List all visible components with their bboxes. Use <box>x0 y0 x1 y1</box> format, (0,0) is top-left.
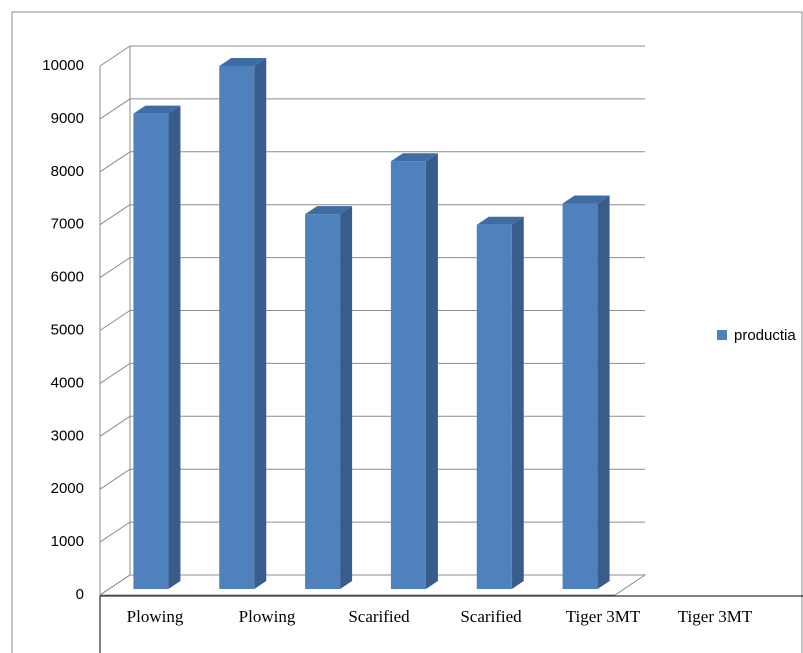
bar-side <box>597 195 610 590</box>
y-tick-label: 1000 <box>51 533 84 550</box>
bar-top <box>305 206 353 215</box>
y-tick-label: 10000 <box>42 57 84 74</box>
bar-top <box>219 58 267 66</box>
x-tick-label: Scarified <box>348 607 410 626</box>
grid-diagonal <box>99 257 131 279</box>
y-tick-label: 0 <box>76 586 84 603</box>
x-tick-label: Plowing <box>127 607 184 626</box>
bar-top <box>476 216 524 225</box>
y-tick-label: 2000 <box>51 480 84 497</box>
legend-label: productia <box>734 327 796 344</box>
chart-border <box>11 11 803 653</box>
grid-diagonal <box>99 310 131 331</box>
grid-diagonal <box>99 151 131 173</box>
grid-diagonal <box>99 574 131 596</box>
y-tick-label: 5000 <box>51 321 84 338</box>
bar <box>562 203 598 590</box>
legend-swatch <box>717 330 727 340</box>
bar-side <box>168 105 181 590</box>
bar <box>476 224 512 589</box>
grid-diagonal <box>99 468 131 490</box>
bar-side <box>340 206 353 589</box>
y-tick-label: 3000 <box>51 427 84 444</box>
grid-diagonal <box>99 204 131 226</box>
x-tick-label: Tiger 3MT <box>566 607 641 626</box>
bar-top <box>562 195 610 204</box>
x-tick-label: Tiger 3MT <box>678 607 753 626</box>
grid-diagonal <box>99 45 131 67</box>
y-tick-label: 8000 <box>51 163 84 180</box>
y-tick-label: 6000 <box>51 269 84 286</box>
bar <box>219 66 255 589</box>
bar <box>133 113 169 590</box>
bar <box>305 214 341 589</box>
bar <box>390 161 426 589</box>
bar-side <box>511 216 524 589</box>
grid-diagonal <box>99 521 131 543</box>
bar-side <box>254 58 267 589</box>
y-tick-label: 9000 <box>51 110 84 127</box>
x-tick-label: Scarified <box>460 607 522 626</box>
grid-diagonal <box>99 362 131 384</box>
y-tick-label: 7000 <box>51 216 84 233</box>
bar-top <box>390 153 438 162</box>
bar-side <box>425 153 438 589</box>
grid-diagonal <box>99 98 131 120</box>
grid-diagonal <box>99 415 131 437</box>
x-tick-label: Plowing <box>239 607 296 626</box>
bar-top <box>133 105 181 114</box>
y-tick-label: 4000 <box>51 374 84 391</box>
